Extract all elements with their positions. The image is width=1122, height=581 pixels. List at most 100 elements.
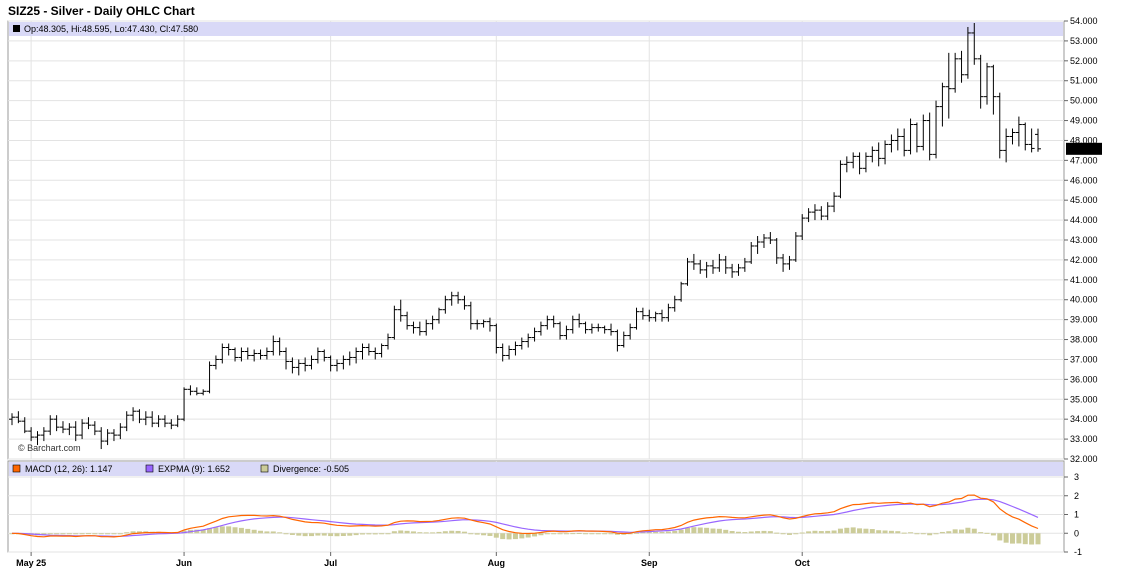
price-tick-label: 53.000 xyxy=(1070,36,1098,46)
divergence-bar xyxy=(289,533,295,535)
divergence-bar xyxy=(818,531,824,534)
price-tick-label: 50.000 xyxy=(1070,96,1098,106)
divergence-bar xyxy=(328,533,334,537)
divergence-bar xyxy=(786,533,792,535)
month-label: Aug xyxy=(488,558,506,568)
divergence-bar xyxy=(404,530,410,534)
indicator-tick-label: 0 xyxy=(1074,528,1079,538)
divergence-bar xyxy=(98,533,104,535)
divergence-bar xyxy=(136,531,142,534)
divergence-bar xyxy=(576,532,582,534)
divergence-bar xyxy=(1035,533,1041,545)
divergence-bar xyxy=(723,529,729,534)
price-tick-label: 51.000 xyxy=(1070,76,1098,86)
divergence-bar xyxy=(914,533,920,535)
divergence-bar xyxy=(226,526,232,534)
divergence-bar xyxy=(908,532,914,534)
divergence-bar xyxy=(245,528,251,534)
divergence-bar xyxy=(117,533,123,535)
divergence-bar xyxy=(251,529,257,534)
divergence-bar xyxy=(978,532,984,534)
month-label: May 25 xyxy=(16,558,46,568)
divergence-bar xyxy=(665,531,671,534)
divergence-bar xyxy=(334,533,340,537)
divergence-bar xyxy=(659,531,665,534)
divergence-bar xyxy=(340,533,346,537)
macd-line xyxy=(11,494,1039,538)
divergence-bar xyxy=(691,527,697,534)
divergence-bar xyxy=(264,531,270,534)
divergence-bar xyxy=(315,533,321,536)
divergence-bar xyxy=(500,533,506,540)
indicator-tick-label: 2 xyxy=(1074,491,1079,501)
divergence-bar xyxy=(232,527,238,534)
divergence-bar xyxy=(474,533,480,535)
last-price-label: 47.580 xyxy=(1068,144,1096,154)
divergence-bar xyxy=(755,531,761,534)
divergence-bar xyxy=(47,533,53,535)
divergence-bar xyxy=(672,530,678,534)
divergence-bar xyxy=(735,531,741,534)
price-tick-label: 41.000 xyxy=(1070,275,1098,285)
chart-title: SIZ25 - Silver - Daily OHLC Chart xyxy=(8,4,195,18)
divergence-bar xyxy=(1022,533,1028,545)
divergence-bar xyxy=(729,531,735,534)
divergence-bar xyxy=(678,529,684,534)
divergence-bar xyxy=(742,532,748,534)
divergence-bar xyxy=(181,530,187,534)
divergence-bar xyxy=(888,530,894,534)
price-tick-label: 48.000 xyxy=(1070,135,1098,145)
divergence-bar xyxy=(831,530,837,534)
divergence-bar xyxy=(111,533,117,535)
price-tick-label: 49.000 xyxy=(1070,116,1098,126)
divergence-bar xyxy=(710,528,716,534)
divergence-bar xyxy=(130,531,136,534)
divergence-bar xyxy=(640,532,646,534)
divergence-bar xyxy=(449,530,455,534)
divergence-bar xyxy=(410,531,416,534)
price-tick-label: 33.000 xyxy=(1070,434,1098,444)
indicator-legend-swatch xyxy=(260,464,269,473)
divergence-bar xyxy=(1016,533,1022,544)
divergence-bar xyxy=(213,527,219,534)
divergence-bar xyxy=(793,533,799,535)
divergence-bar xyxy=(799,532,805,534)
month-label: Jul xyxy=(324,558,337,568)
indicator-legend-label: EXPMA (9): 1.652 xyxy=(158,464,230,474)
divergence-bar xyxy=(353,533,359,536)
indicator-info-band xyxy=(9,462,1063,476)
divergence-bar xyxy=(583,533,589,535)
divergence-bar xyxy=(806,531,812,534)
divergence-bar xyxy=(653,531,659,534)
divergence-bar xyxy=(532,533,538,537)
divergence-bar xyxy=(461,531,467,534)
divergence-bar xyxy=(105,533,111,535)
divergence-bar xyxy=(309,533,315,537)
divergence-bar xyxy=(385,533,391,535)
price-tick-label: 37.000 xyxy=(1070,354,1098,364)
divergence-bar xyxy=(391,531,397,534)
divergence-bar xyxy=(685,527,691,534)
indicator-tick-label: 3 xyxy=(1074,472,1079,482)
price-tick-label: 38.000 xyxy=(1070,335,1098,345)
divergence-bar xyxy=(876,530,882,534)
divergence-bar xyxy=(990,533,996,536)
indicator-legend-label: Divergence: -0.505 xyxy=(273,464,349,474)
divergence-bar xyxy=(258,530,264,534)
divergence-bar xyxy=(882,530,888,534)
divergence-bar xyxy=(417,532,423,534)
divergence-bar xyxy=(372,533,378,535)
divergence-bar xyxy=(347,533,353,536)
divergence-bar xyxy=(283,533,289,535)
divergence-bar xyxy=(780,533,786,535)
month-label: Oct xyxy=(795,558,810,568)
divergence-bar xyxy=(704,527,710,534)
info-series-swatch xyxy=(13,25,20,32)
divergence-bar xyxy=(41,533,47,536)
watermark: © Barchart.com xyxy=(18,443,81,453)
divergence-bar xyxy=(544,533,550,535)
divergence-bar xyxy=(506,533,512,540)
divergence-bar xyxy=(920,533,926,535)
price-tick-label: 32.000 xyxy=(1070,454,1098,464)
divergence-bar xyxy=(92,533,98,535)
